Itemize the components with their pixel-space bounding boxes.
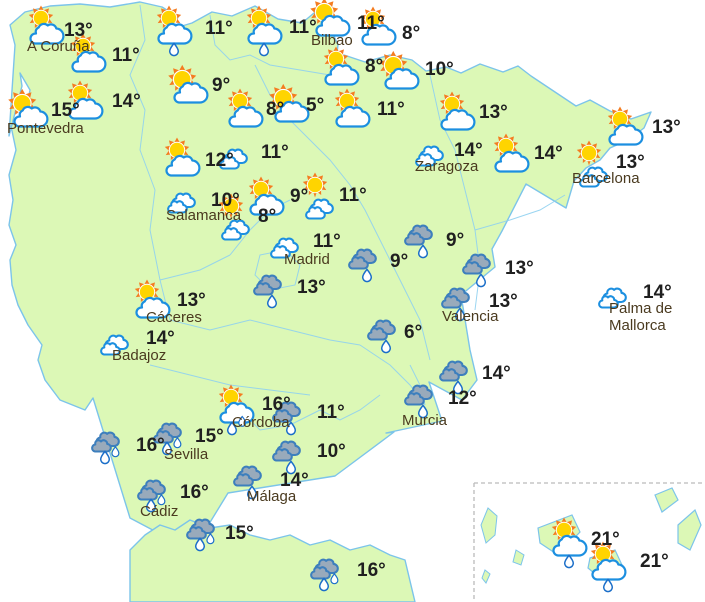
svg-text:Murcia: Murcia — [402, 412, 448, 429]
svg-text:21°: 21° — [640, 551, 669, 572]
svg-text:13°: 13° — [177, 290, 206, 311]
svg-text:8°: 8° — [402, 23, 420, 44]
svg-text:16°: 16° — [357, 560, 386, 581]
svg-text:13°: 13° — [297, 277, 326, 298]
svg-text:Zaragoza: Zaragoza — [415, 158, 479, 175]
svg-text:Sevilla: Sevilla — [164, 446, 209, 463]
svg-text:11°: 11° — [357, 13, 385, 34]
svg-text:Córdoba: Córdoba — [232, 414, 290, 431]
svg-text:8°: 8° — [266, 99, 284, 120]
svg-text:Pontevedra: Pontevedra — [7, 120, 84, 137]
svg-text:9°: 9° — [446, 230, 464, 251]
svg-text:9°: 9° — [390, 251, 408, 272]
svg-text:10°: 10° — [317, 441, 346, 462]
svg-text:A Coruña: A Coruña — [27, 38, 90, 55]
svg-text:11°: 11° — [339, 185, 367, 206]
svg-text:10°: 10° — [425, 59, 454, 80]
svg-text:9°: 9° — [290, 186, 308, 207]
svg-text:8°: 8° — [365, 56, 383, 77]
svg-text:Mallorca: Mallorca — [609, 317, 666, 334]
svg-text:11°: 11° — [112, 45, 140, 66]
svg-text:Palma de: Palma de — [609, 300, 672, 317]
svg-text:Valencia: Valencia — [442, 308, 499, 325]
svg-text:11°: 11° — [377, 99, 405, 120]
svg-text:8°: 8° — [258, 206, 276, 227]
svg-text:11°: 11° — [313, 231, 341, 252]
svg-text:13°: 13° — [652, 117, 681, 138]
svg-text:15°: 15° — [225, 523, 254, 544]
svg-text:16°: 16° — [180, 482, 209, 503]
svg-text:14°: 14° — [534, 143, 563, 164]
svg-text:5°: 5° — [306, 95, 324, 116]
svg-text:11°: 11° — [317, 402, 345, 423]
svg-text:14°: 14° — [112, 91, 141, 112]
svg-text:Cádiz: Cádiz — [140, 503, 178, 520]
svg-text:Madrid: Madrid — [284, 251, 330, 268]
svg-text:Cáceres: Cáceres — [146, 309, 202, 326]
svg-text:14°: 14° — [146, 328, 175, 349]
svg-text:12°: 12° — [205, 150, 234, 171]
svg-text:Salamanca: Salamanca — [166, 207, 242, 224]
svg-text:11°: 11° — [261, 142, 289, 163]
svg-text:21°: 21° — [591, 529, 620, 550]
svg-text:14°: 14° — [482, 363, 511, 384]
svg-text:9°: 9° — [212, 75, 230, 96]
svg-text:13°: 13° — [505, 258, 534, 279]
svg-text:Barcelona: Barcelona — [572, 170, 640, 187]
svg-text:16°: 16° — [136, 435, 165, 456]
svg-text:Bilbao: Bilbao — [311, 32, 353, 49]
svg-text:13°: 13° — [479, 102, 508, 123]
svg-text:11°: 11° — [205, 18, 233, 39]
svg-text:Badajoz: Badajoz — [112, 347, 166, 364]
svg-text:Málaga: Málaga — [247, 488, 297, 505]
svg-text:15°: 15° — [195, 426, 224, 447]
svg-text:15°: 15° — [51, 100, 80, 121]
svg-text:12°: 12° — [448, 388, 477, 409]
svg-text:6°: 6° — [404, 322, 422, 343]
svg-text:16°: 16° — [262, 394, 291, 415]
